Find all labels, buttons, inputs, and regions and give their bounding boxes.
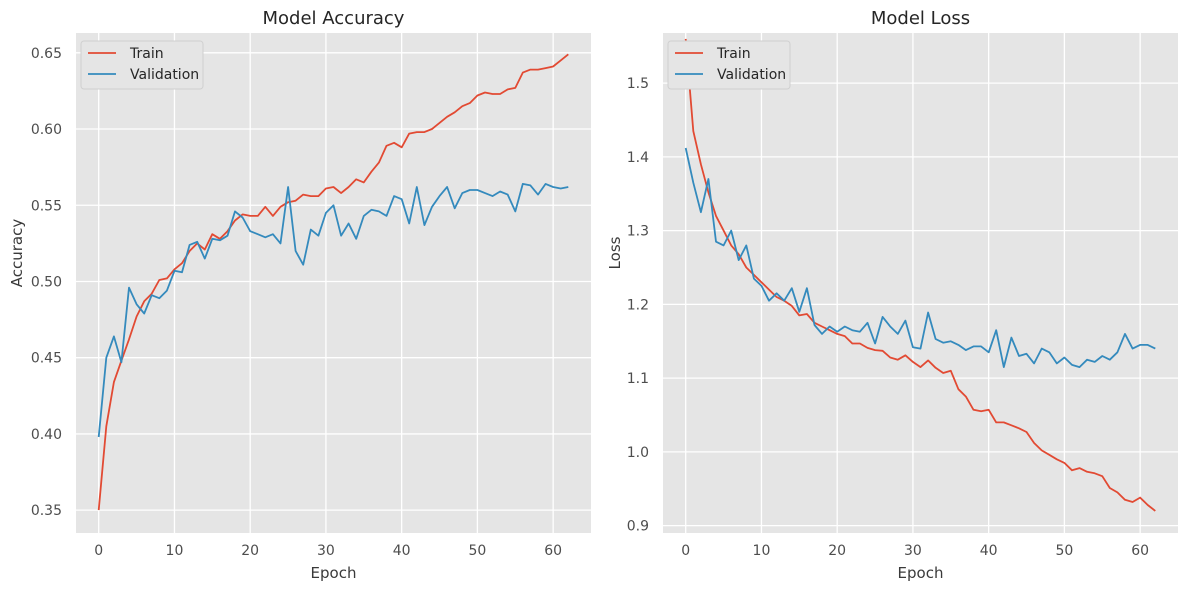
y-tick-label: 1.5 — [627, 76, 649, 92]
x-axis-label: Epoch — [898, 564, 944, 582]
y-tick-label: 0.60 — [31, 122, 62, 138]
series-line-train — [684, 38, 1156, 512]
x-tick-label: 20 — [241, 543, 259, 559]
y-tick-label: 0.40 — [31, 427, 62, 443]
y-tick-label: 0.9 — [627, 519, 649, 535]
y-tick-label: 0.45 — [31, 351, 62, 367]
x-tick-label: 10 — [166, 543, 184, 559]
chart-title: Model Loss — [871, 8, 970, 29]
plot-area — [663, 33, 1178, 533]
x-tick-label: 40 — [980, 543, 998, 559]
x-tick-label: 40 — [393, 543, 411, 559]
legend: Train Validation — [80, 40, 204, 90]
series-line-validation — [684, 147, 1156, 369]
chart-title: Model Accuracy — [263, 8, 405, 29]
x-axis-label: Epoch — [311, 564, 357, 582]
legend-label-validation: Validation — [130, 67, 199, 83]
x-tick-label: 50 — [468, 543, 486, 559]
series-line-train — [97, 53, 569, 511]
legend-label-train: Train — [129, 46, 164, 62]
y-tick-label: 0.65 — [31, 46, 62, 62]
y-axis-label: Loss — [606, 236, 624, 269]
legend: Train Validation — [667, 40, 791, 90]
y-axis-label: Accuracy — [8, 219, 26, 288]
x-tick-label: 60 — [1131, 543, 1149, 559]
x-tick-label: 30 — [904, 543, 922, 559]
x-tick-label: 10 — [753, 543, 771, 559]
x-tick-label: 0 — [94, 543, 103, 559]
y-tick-label: 0.35 — [31, 503, 62, 519]
legend-label-validation: Validation — [717, 67, 786, 83]
y-tick-label: 1.4 — [627, 150, 649, 166]
x-tick-label: 50 — [1055, 543, 1073, 559]
y-tick-label: 0.55 — [31, 198, 62, 214]
y-tick-label: 1.1 — [627, 371, 649, 387]
x-tick-label: 0 — [681, 543, 690, 559]
y-tick-label: 1.2 — [627, 297, 649, 313]
x-tick-label: 30 — [317, 543, 335, 559]
x-tick-label: 20 — [828, 543, 846, 559]
y-tick-label: 1.0 — [627, 445, 649, 461]
loss-chart: 0 10 20 30 40 50 60 0.9 1.0 1.1 1.2 1.3 1.4 1.5 Model … — [606, 8, 1178, 582]
x-tick-label: 60 — [544, 543, 562, 559]
y-tick-label: 1.3 — [627, 224, 649, 240]
y-tick-label: 0.50 — [31, 274, 62, 290]
legend-label-train: Train — [716, 46, 751, 62]
accuracy-chart: 0 10 20 30 40 50 60 0.35 0.40 0.45 0.50 0.55 0.60 0.6… — [8, 8, 591, 582]
plot-area — [76, 33, 591, 533]
series-line-validation — [97, 182, 569, 438]
